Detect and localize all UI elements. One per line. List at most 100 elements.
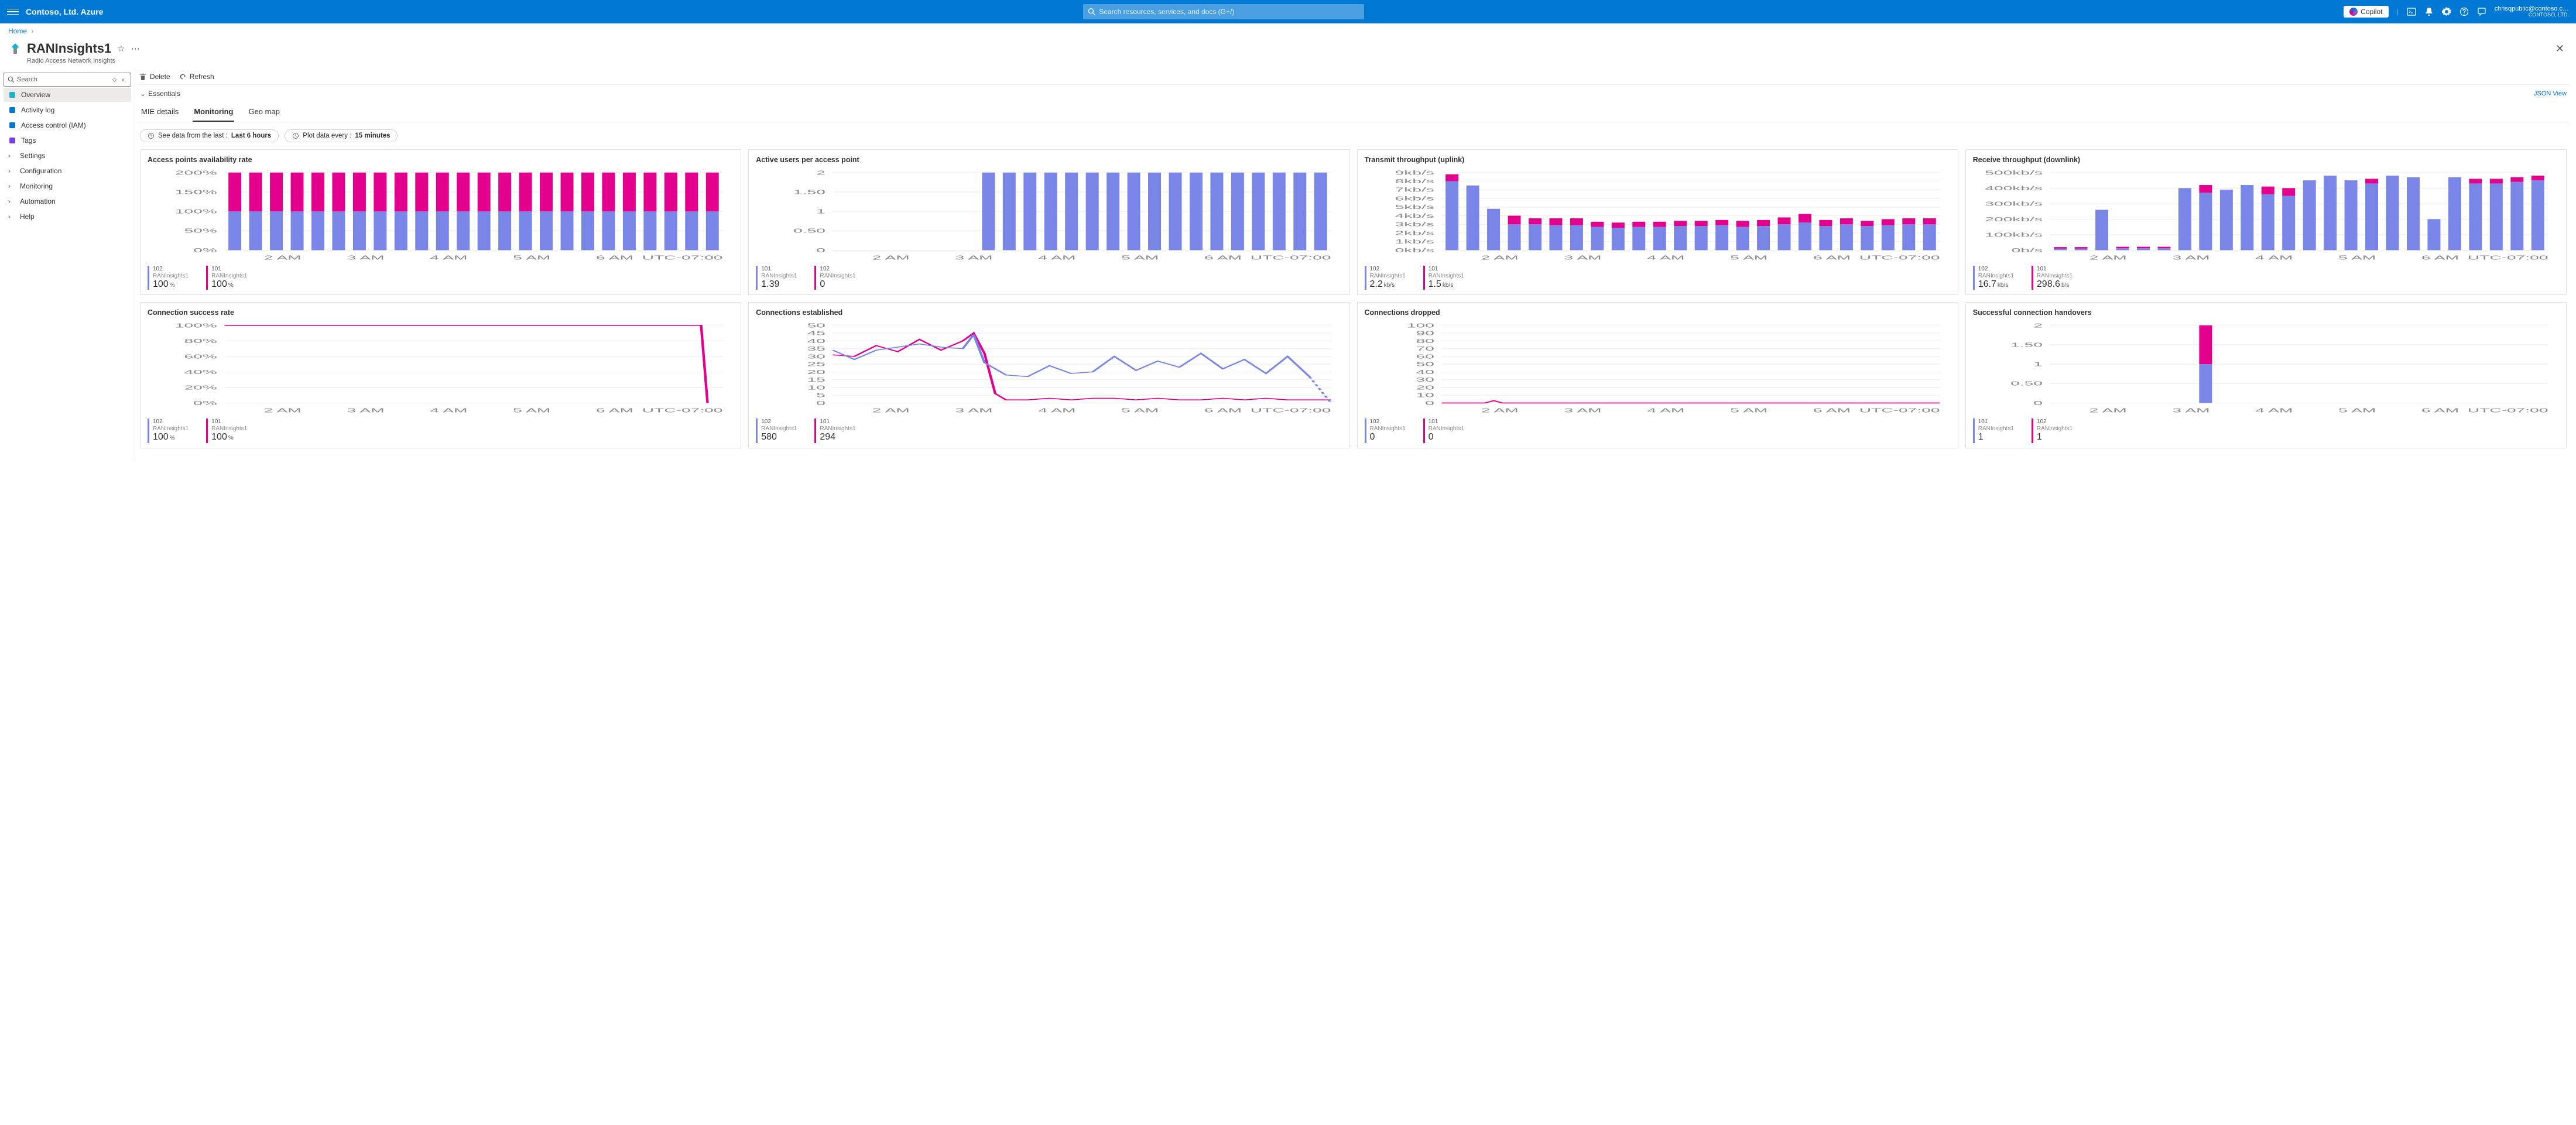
copilot-label: Copilot [2361, 8, 2382, 16]
resource-icon [8, 42, 22, 56]
svg-text:4kb/s: 4kb/s [1395, 212, 1434, 219]
resource-title-row: RANInsights1 ☆ ⋯ ✕ [0, 39, 2576, 57]
svg-text:6 AM: 6 AM [2421, 407, 2459, 414]
sidebar-item-settings[interactable]: ›Settings [4, 149, 131, 163]
svg-text:6 AM: 6 AM [1204, 407, 1242, 414]
global-search[interactable] [1083, 4, 1364, 19]
svg-text:5 AM: 5 AM [1121, 255, 1159, 261]
svg-text:6kb/s: 6kb/s [1395, 195, 1434, 202]
chart-plot[interactable]: 00.5011.5022 AM3 AM4 AM5 AM6 AMUTC-07:00 [1973, 321, 2559, 415]
hamburger-icon[interactable] [7, 6, 19, 18]
svg-text:5 AM: 5 AM [2338, 255, 2376, 261]
account-menu[interactable]: chrisqpublic@contoso.c… CONTOSO, LTD. [2495, 5, 2569, 18]
refresh-button[interactable]: Refresh [179, 73, 214, 81]
help-icon[interactable] [2459, 7, 2469, 16]
svg-text:4 AM: 4 AM [2255, 255, 2293, 261]
chart-plot[interactable]: 0%50%100%150%200%2 AM3 AM4 AM5 AM6 AMUTC… [148, 169, 734, 262]
global-search-input[interactable] [1099, 8, 1359, 16]
svg-text:4 AM: 4 AM [1647, 255, 1684, 261]
tab-mie-details[interactable]: MIE details [140, 102, 180, 122]
svg-text:3 AM: 3 AM [955, 407, 993, 414]
sidebar-item-activity-log[interactable]: Activity log [4, 103, 131, 117]
sidebar-item-overview[interactable]: Overview [4, 88, 131, 102]
svg-text:4 AM: 4 AM [2255, 407, 2293, 414]
legend-item: 102RANInsights10 [814, 266, 855, 290]
nav-search-placeholder: Search [17, 76, 37, 83]
svg-text:10: 10 [1416, 392, 1434, 399]
chart-plot[interactable]: 01020304050607080901002 AM3 AM4 AM5 AM6 … [1365, 321, 1951, 415]
notifications-icon[interactable] [2424, 7, 2434, 16]
chevron-right-icon: › [8, 152, 15, 160]
svg-text:200kb/s: 200kb/s [1985, 216, 2043, 222]
sidebar-item-tags[interactable]: Tags [4, 133, 131, 148]
resource-nav: Search ◇ « OverviewActivity logAccess co… [0, 69, 135, 460]
breadcrumb-sep: › [31, 27, 33, 35]
svg-text:100: 100 [1406, 323, 1434, 329]
feedback-icon[interactable] [2477, 7, 2486, 16]
main-pane: Delete Refresh ⌄ Essentials JSON View MI… [135, 69, 2576, 460]
svg-text:1: 1 [816, 208, 825, 215]
svg-text:6 AM: 6 AM [1813, 407, 1851, 414]
nav-search-expand-icon[interactable]: ◇ [110, 77, 119, 83]
svg-text:6 AM: 6 AM [596, 407, 633, 414]
svg-text:3kb/s: 3kb/s [1395, 221, 1434, 228]
sidebar-item-monitoring[interactable]: ›Monitoring [4, 179, 131, 193]
svg-text:3 AM: 3 AM [955, 255, 993, 261]
chart-plot[interactable]: 0b/s100kb/s200kb/s300kb/s400kb/s500kb/s2… [1973, 169, 2559, 262]
svg-text:3 AM: 3 AM [2172, 255, 2210, 261]
svg-text:10: 10 [807, 385, 825, 391]
svg-text:2 AM: 2 AM [2089, 407, 2126, 414]
chart-title: Transmit throughput (uplink) [1365, 156, 1951, 164]
tab-monitoring[interactable]: Monitoring [193, 102, 234, 122]
chart-card: Transmit throughput (uplink)0kb/s1kb/s2k… [1357, 149, 1958, 295]
azure-top-bar: Contoso, Ltd. Azure Copilot | chrisqpubl… [0, 0, 2576, 23]
chart-plot[interactable]: 051015202530354045502 AM3 AM4 AM5 AM6 AM… [756, 321, 1342, 415]
favorite-star-icon[interactable]: ☆ [117, 43, 125, 54]
svg-text:0%: 0% [193, 247, 217, 253]
legend-item: 102RANInsights1100% [148, 419, 189, 443]
sidebar-item-help[interactable]: ›Help [4, 210, 131, 224]
svg-text:50: 50 [1416, 361, 1434, 368]
svg-text:6 AM: 6 AM [596, 255, 633, 261]
overview-icon [8, 91, 16, 99]
refresh-icon [179, 73, 187, 81]
essentials-row[interactable]: ⌄ Essentials JSON View [138, 85, 2569, 102]
sidebar-item-automation[interactable]: ›Automation [4, 194, 131, 208]
chart-plot[interactable]: 00.5011.5022 AM3 AM4 AM5 AM6 AMUTC-07:00 [756, 169, 1342, 262]
log-icon [8, 106, 16, 114]
sidebar-item-access-control-iam-[interactable]: Access control (IAM) [4, 118, 131, 132]
portal-brand[interactable]: Contoso, Ltd. Azure [26, 7, 103, 16]
nav-search[interactable]: Search ◇ « [4, 73, 131, 87]
tab-geo-map[interactable]: Geo map [247, 102, 280, 122]
breadcrumb-home[interactable]: Home [8, 27, 27, 35]
copilot-button[interactable]: Copilot [2344, 6, 2388, 18]
chart-title: Receive throughput (downlink) [1973, 156, 2559, 164]
nav-collapse-icon[interactable]: « [119, 77, 127, 83]
svg-text:1.50: 1.50 [793, 189, 825, 195]
svg-text:60%: 60% [184, 354, 218, 360]
sidebar-item-configuration[interactable]: ›Configuration [4, 164, 131, 178]
granularity-pill[interactable]: Plot data every : 15 minutes [285, 129, 398, 142]
cloud-shell-icon[interactable] [2407, 7, 2416, 16]
svg-text:3 AM: 3 AM [2172, 407, 2210, 414]
page-title: RANInsights1 [27, 41, 111, 56]
delete-button[interactable]: Delete [139, 73, 170, 81]
settings-icon[interactable] [2442, 7, 2451, 16]
svg-text:UTC-07:00: UTC-07:00 [1859, 255, 1940, 261]
svg-text:1: 1 [2033, 361, 2043, 368]
json-view-link[interactable]: JSON View [2534, 90, 2567, 97]
svg-text:7kb/s: 7kb/s [1395, 187, 1434, 193]
range-prefix: See data from the last : [158, 132, 228, 139]
svg-text:3 AM: 3 AM [347, 255, 384, 261]
time-range-pill[interactable]: See data from the last : Last 6 hours [140, 129, 279, 142]
svg-text:40: 40 [807, 338, 825, 344]
svg-text:2: 2 [816, 170, 825, 176]
chart-card: Connections dropped010203040506070809010… [1357, 302, 1958, 448]
more-actions-icon[interactable]: ⋯ [131, 43, 140, 54]
svg-text:UTC-07:00: UTC-07:00 [2468, 407, 2548, 414]
chart-plot[interactable]: 0kb/s1kb/s2kb/s3kb/s4kb/s5kb/s6kb/s7kb/s… [1365, 169, 1951, 262]
close-blade-icon[interactable]: ✕ [2556, 43, 2564, 55]
chart-plot[interactable]: 0%20%40%60%80%100%2 AM3 AM4 AM5 AM6 AMUT… [148, 321, 734, 415]
svg-text:3 AM: 3 AM [1564, 255, 1601, 261]
svg-text:0.50: 0.50 [793, 228, 825, 234]
